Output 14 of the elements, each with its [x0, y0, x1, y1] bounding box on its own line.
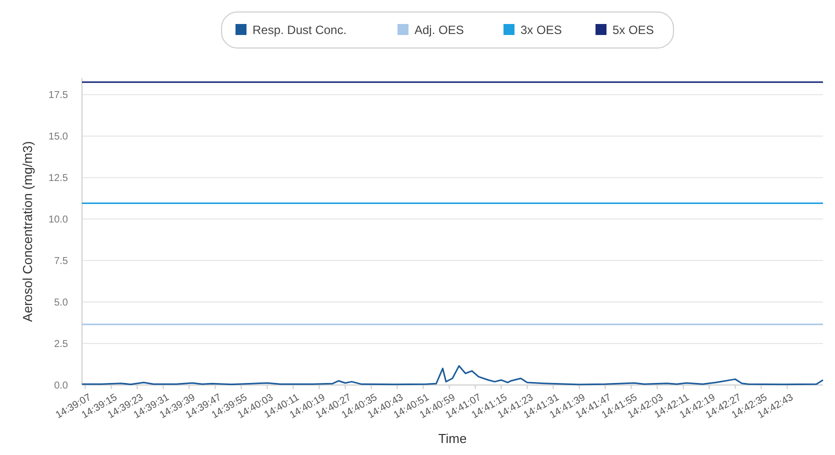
y-tick-label: 2.5 [54, 339, 68, 350]
y-tick-label: 0.0 [54, 380, 68, 392]
y-axis-title: Aerosol Concentration (mg/m3) [20, 141, 35, 322]
legend-label: Adj. OES [414, 23, 464, 38]
y-tick-label: 7.5 [54, 256, 68, 268]
legend-label: 5x OES [612, 23, 654, 38]
y-tick-label: 17.5 [48, 90, 68, 102]
y-tick-label: 10.0 [48, 214, 68, 226]
y-tick-label: 15.0 [48, 132, 68, 143]
y-tick-label: 5.0 [54, 298, 68, 309]
y-tick-label: 12.5 [48, 173, 68, 184]
legend-label: Resp. Dust Conc. [252, 23, 347, 38]
x-axis-title: Time [438, 431, 467, 446]
legend-label: 3x OES [520, 23, 562, 38]
